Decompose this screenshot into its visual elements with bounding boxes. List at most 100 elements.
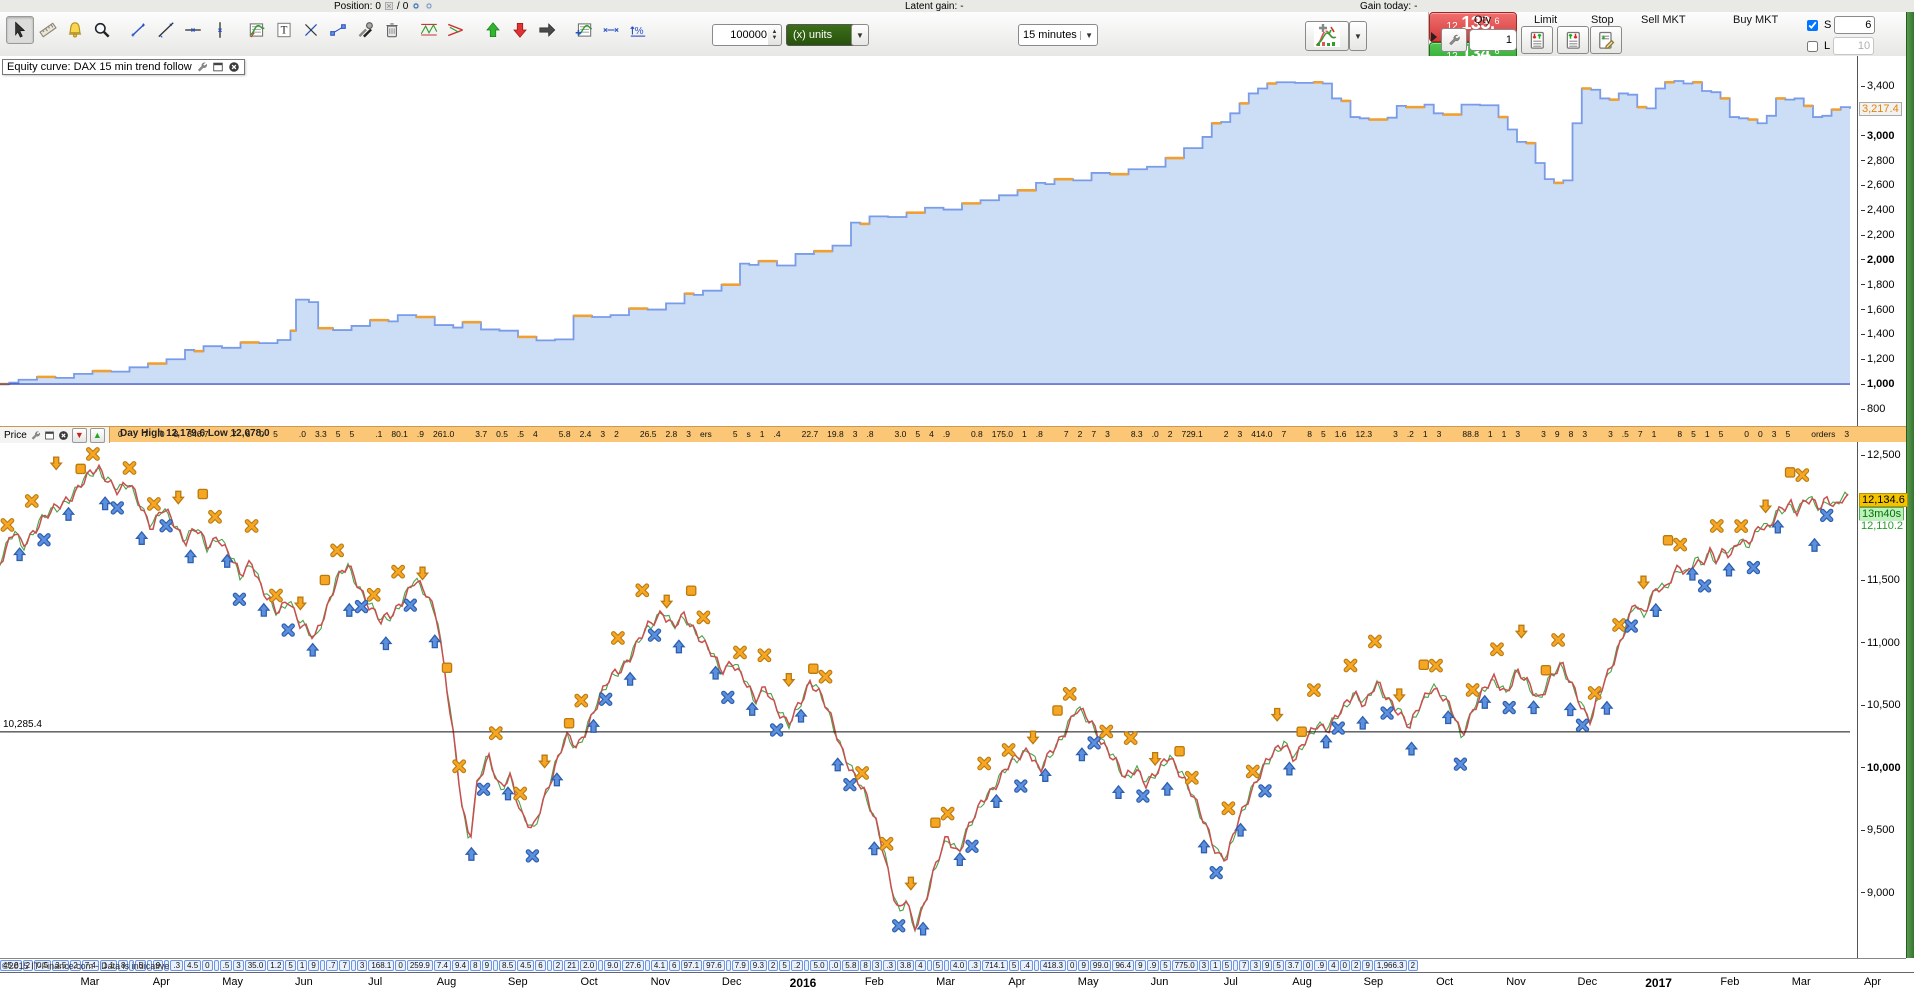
blue-up-marker [1723,562,1735,577]
candle-countdown-badge: 13m40s [1859,506,1905,521]
quick-buy-icon[interactable]: ▲ [89,427,105,443]
pl-token: 6 [245,429,251,439]
blue-up-marker [990,794,1003,808]
stop-distance-input[interactable] [1834,16,1876,34]
stop-edit-order-button[interactable] [1590,26,1622,54]
pl-token: 9 [1554,429,1560,439]
window-icon[interactable] [44,430,55,441]
latent-gain-status: Latent gain: - [905,0,964,12]
blue-x-marker [406,601,414,609]
orange-x-marker [1798,471,1807,480]
axis-month-label: Dec [721,976,742,988]
wrench-icon[interactable] [196,61,208,73]
alert-bell-tool[interactable] [62,17,88,43]
orange-x-marker [1493,645,1502,654]
orange-x-marker [455,762,464,771]
percent-scale-tool[interactable] [625,17,651,43]
trendline-tool[interactable] [153,17,179,43]
axis-month-label: Mar [80,976,100,988]
units-select[interactable]: (x) units [786,24,862,46]
vertical-line-tool[interactable] [207,17,233,43]
pl-token: .1 [375,429,383,439]
trade-result-box: 9.3 [749,960,767,971]
quantity-spinner[interactable]: ▲ ▼ [768,24,782,46]
equity-price-scale[interactable]: 3,217.4 3,400 3,000 2,800 2,600 2,400 2,200 2,… [1857,56,1907,426]
time-axis[interactable]: Mar Apr May Jun Jul Aug Sep Oct Nov Dec 2016 Feb Mar… [0,972,1914,993]
equity-chart-canvas[interactable] [0,56,1857,426]
pl-token: 4 [929,429,934,439]
blue-up-marker [1527,700,1540,715]
pl-token: 3 [1844,429,1850,439]
price-chart-canvas[interactable] [0,442,1857,958]
points-segment-tool[interactable] [325,17,351,43]
order-settings-button[interactable] [1441,28,1467,52]
blue-up-marker [831,757,844,772]
add-indicator-dropdown[interactable]: ▼ [1349,21,1367,51]
ruler-tool[interactable] [35,17,61,43]
indicator-editor-tool[interactable] [244,17,270,43]
price-pane-title: Price ▼ ▲ [0,427,110,443]
forward-arrow-tool[interactable] [534,17,560,43]
pl-token: 7 [1063,429,1069,439]
pl-token: 3 [1393,429,1398,439]
pl-token: 1 [1022,429,1027,439]
orange-square-marker [930,817,941,828]
equity-pane-title-text: Equity curve: DAX 15 min trend follow [7,61,192,73]
pl-token: 2 [1167,429,1173,439]
price-scale-tick: 11,500 [1861,574,1900,586]
text-tool[interactable] [271,17,297,43]
trade-result-box: 0 [1067,960,1078,971]
trade-result-box: 3 [871,960,883,971]
blue-up-marker [1649,603,1662,617]
sell-arrow-tool[interactable] [507,17,533,43]
pl-token: .8 [1035,429,1043,439]
flatten-position-icon[interactable] [384,1,394,11]
segment-tool[interactable] [126,17,152,43]
delete-drawings-tool[interactable] [379,17,405,43]
zoom-tool[interactable] [89,17,115,43]
right-edge-panel[interactable] [1906,12,1914,958]
add-indicator-button[interactable] [1305,21,1349,51]
buy-arrow-tool[interactable] [480,17,506,43]
units-dropdown-button[interactable]: ▼ [851,24,869,46]
trade-result-box: 3 [233,960,244,971]
quantity-input[interactable] [712,24,771,46]
watermark: ©2015 IT-Finance.com - Data is indicativ… [2,961,170,971]
pl-token: .5 [1621,429,1629,439]
wrench-icon[interactable] [30,430,41,441]
blue-x-marker [724,693,732,701]
stop-checkbox[interactable] [1807,19,1818,31]
zigzag-pattern-tool[interactable] [416,17,442,43]
panel-collapse-handle[interactable] [1431,32,1437,42]
triangle-pattern-tool[interactable] [443,17,469,43]
cross-lines-tool[interactable] [298,17,324,43]
stop-order-button[interactable] [1557,26,1589,54]
quick-sell-icon[interactable]: ▼ [71,427,87,443]
blue-x-marker [772,726,780,734]
pointer-tool[interactable] [6,16,34,44]
blue-up-marker [380,636,392,651]
limit-distance-input[interactable] [1833,37,1875,55]
extend-line-tool[interactable] [598,17,624,43]
order-qty-input[interactable] [1469,29,1517,51]
limit-order-button[interactable] [1521,26,1553,54]
trade-result-box [146,960,152,971]
drawing-tools-button[interactable] [352,17,378,43]
axis-month-label: Mar [936,976,956,988]
gear-icon[interactable] [411,1,421,11]
close-icon[interactable] [228,61,240,73]
axis-month-label: May [222,976,243,988]
axis-month-label: Aug [436,976,457,988]
gear-icon[interactable] [424,1,434,11]
add-note-chart-tool[interactable] [571,17,597,43]
timeframe-select[interactable]: 15 minutes ▼ [1018,24,1098,46]
buy-mkt-header: Buy MKT [1733,14,1779,26]
price-scale[interactable]: 12,134.6 13m40s 12,110.2 12,50012,00011,… [1857,442,1908,958]
close-icon[interactable] [58,430,69,441]
limit-checkbox[interactable] [1807,40,1818,52]
blue-up-marker [795,708,807,723]
pl-token: 5 [1718,429,1724,439]
horizontal-line-tool[interactable] [180,17,206,43]
price-chart-pane: 10,285.4 12,134.6 13m40s 12,110.2 12,500… [0,442,1908,958]
window-icon[interactable] [212,61,224,73]
